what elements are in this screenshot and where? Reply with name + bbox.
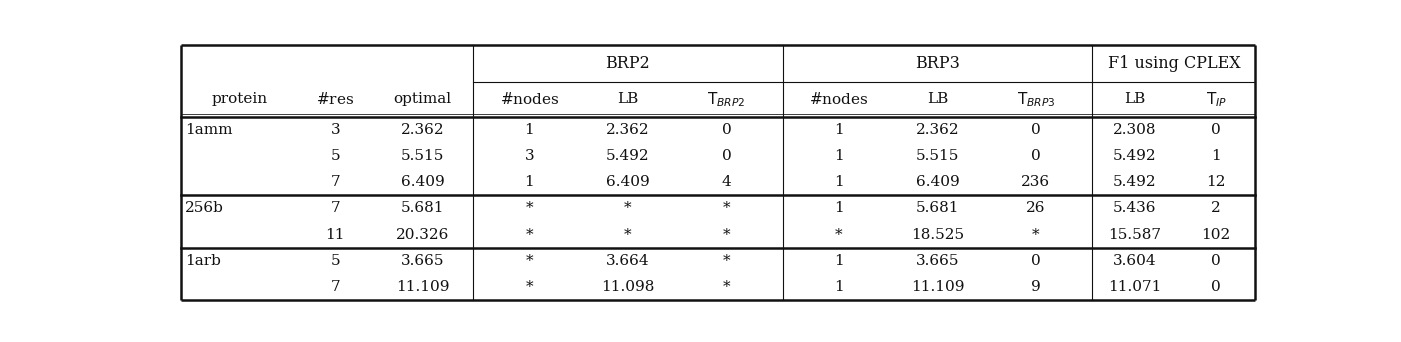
Text: 11.071: 11.071 [1108,280,1161,294]
Text: 5.436: 5.436 [1112,201,1156,215]
Text: 9: 9 [1031,280,1041,294]
Text: LB: LB [1124,92,1145,106]
Text: 2.308: 2.308 [1112,123,1156,137]
Text: 0: 0 [1031,149,1041,163]
Text: 1amm: 1amm [185,123,233,137]
Text: 15.587: 15.587 [1108,228,1161,242]
Text: 6.409: 6.409 [607,175,650,189]
Text: 1: 1 [524,123,534,137]
Text: 0: 0 [1212,254,1220,268]
Text: 3.664: 3.664 [607,254,650,268]
Text: 3.604: 3.604 [1112,254,1156,268]
Text: *: * [625,201,632,215]
Text: 1: 1 [1212,149,1220,163]
Text: 2.362: 2.362 [916,123,960,137]
Text: 2: 2 [1212,201,1220,215]
Text: 20.326: 20.326 [396,228,450,242]
Text: BRP3: BRP3 [915,55,960,72]
Text: 5.515: 5.515 [916,149,960,163]
Text: 5.681: 5.681 [401,201,444,215]
Text: LB: LB [927,92,948,106]
Text: 0: 0 [722,123,731,137]
Text: 2.362: 2.362 [401,123,444,137]
Text: 5.681: 5.681 [916,201,960,215]
Text: *: * [525,201,534,215]
Text: *: * [723,280,730,294]
Text: *: * [525,228,534,242]
Text: protein: protein [212,92,268,106]
Text: 7: 7 [331,201,340,215]
Text: *: * [723,228,730,242]
Text: *: * [1033,228,1040,242]
Text: 12: 12 [1206,175,1226,189]
Text: 0: 0 [1031,254,1041,268]
Text: *: * [525,280,534,294]
Text: 4: 4 [722,175,731,189]
Text: 7: 7 [331,280,340,294]
Text: 11: 11 [325,228,345,242]
Text: 0: 0 [1212,280,1220,294]
Text: 102: 102 [1202,228,1230,242]
Text: 236: 236 [1021,175,1051,189]
Text: optimal: optimal [394,92,451,106]
Text: 3: 3 [524,149,534,163]
Text: 1: 1 [834,149,843,163]
Text: 1: 1 [834,201,843,215]
Text: *: * [723,254,730,268]
Text: 1: 1 [834,280,843,294]
Text: 7: 7 [331,175,340,189]
Text: $\mathrm{T}_{BRP2}$: $\mathrm{T}_{BRP2}$ [708,90,745,109]
Text: 5.492: 5.492 [1112,175,1156,189]
Text: 1: 1 [834,175,843,189]
Text: 5.515: 5.515 [401,149,444,163]
Text: 26: 26 [1027,201,1045,215]
Text: 2.362: 2.362 [607,123,650,137]
Text: $\#$res: $\#$res [317,91,354,107]
Text: *: * [723,201,730,215]
Text: BRP2: BRP2 [605,55,650,72]
Text: 11.109: 11.109 [911,280,964,294]
Text: 1arb: 1arb [185,254,221,268]
Text: 1: 1 [834,123,843,137]
Text: 11.109: 11.109 [396,280,450,294]
Text: 5.492: 5.492 [607,149,650,163]
Text: F1 using CPLEX: F1 using CPLEX [1108,55,1240,72]
Text: *: * [835,228,843,242]
Text: 3: 3 [331,123,340,137]
Text: 5: 5 [331,254,340,268]
Text: 0: 0 [722,149,731,163]
Text: 1: 1 [524,175,534,189]
Text: $\#$nodes: $\#$nodes [500,91,559,107]
Text: 256b: 256b [185,201,224,215]
Text: 5.492: 5.492 [1112,149,1156,163]
Text: *: * [625,228,632,242]
Text: $\mathrm{T}_{IP}$: $\mathrm{T}_{IP}$ [1206,90,1227,109]
Text: LB: LB [618,92,639,106]
Text: 18.525: 18.525 [911,228,964,242]
Text: $\#$nodes: $\#$nodes [810,91,869,107]
Text: 6.409: 6.409 [916,175,960,189]
Text: 1: 1 [834,254,843,268]
Text: 5: 5 [331,149,340,163]
Text: 0: 0 [1031,123,1041,137]
Text: 3.665: 3.665 [401,254,444,268]
Text: *: * [525,254,534,268]
Text: $\mathrm{T}_{BRP3}$: $\mathrm{T}_{BRP3}$ [1017,90,1055,109]
Text: 0: 0 [1212,123,1220,137]
Text: 6.409: 6.409 [401,175,444,189]
Text: 11.098: 11.098 [601,280,654,294]
Text: 3.665: 3.665 [916,254,960,268]
